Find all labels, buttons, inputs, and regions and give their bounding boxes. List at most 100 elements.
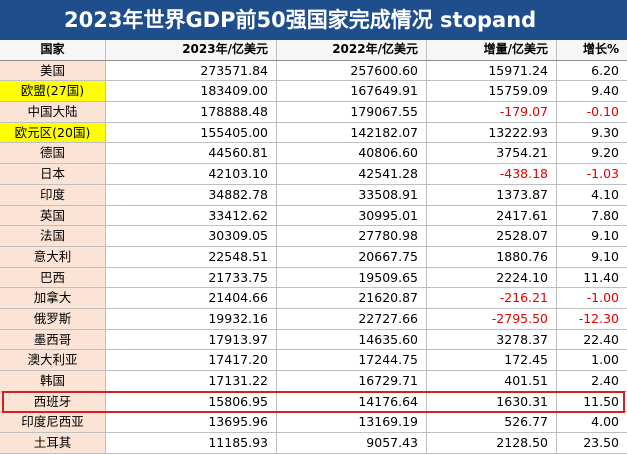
table-row: 澳大利亚 17417.20 17244.75 172.45 1.00 xyxy=(0,350,627,371)
table-row: 加拿大 21404.66 21620.87 -216.21 -1.00 xyxy=(0,288,627,309)
delta-cell: 2224.10 xyxy=(427,267,557,288)
country-cell: 澳大利亚 xyxy=(0,350,106,370)
growth-cell: -12.30 xyxy=(578,310,619,326)
gdp-2023-cell: 33412.62 xyxy=(106,205,277,226)
gdp-2022-cell: 42541.28 xyxy=(277,164,427,184)
header-2023: 2023年/亿美元 xyxy=(106,40,277,60)
delta-cell: 172.45 xyxy=(427,350,557,370)
gdp-2023-cell: 21404.66 xyxy=(106,288,277,308)
delta-cell: 1880.76 xyxy=(427,246,557,267)
country-cell: 俄罗斯 xyxy=(0,308,106,329)
delta-cell: -216.21 xyxy=(427,288,557,308)
gdp-2022-cell: 17244.75 xyxy=(277,350,427,370)
gdp-2023-cell: 17913.97 xyxy=(106,329,277,350)
gdp-2022-cell: 27780.98 xyxy=(277,226,427,246)
table-row: 西班牙 15806.95 14176.64 1630.31 11.50 xyxy=(0,391,627,413)
gdp-2022-cell: 40806.60 xyxy=(277,143,427,164)
gdp-2022-cell: 21620.87 xyxy=(277,288,427,308)
gdp-table: 国家 2023年/亿美元 2022年/亿美元 增量/亿美元 增长% 美国 2735… xyxy=(0,40,627,454)
gdp-2022-cell: 20667.75 xyxy=(277,246,427,267)
gdp-2022-cell: 13169.19 xyxy=(277,412,427,433)
delta-cell: 3278.37 xyxy=(427,329,557,350)
delta-cell: 2417.61 xyxy=(427,205,557,226)
gdp-2022-cell: 14635.60 xyxy=(277,329,427,350)
table-body: 美国 273571.84 257600.60 15971.24 6.20 欧盟(27国) 1… xyxy=(0,60,627,454)
country-cell: 英国 xyxy=(0,205,106,226)
gdp-2023-cell: 17131.22 xyxy=(106,371,277,391)
table-row: 印度 34882.78 33508.91 1373.87 4.10 xyxy=(0,184,627,206)
delta-cell: -438.18 xyxy=(427,164,557,184)
gdp-2023-cell: 21733.75 xyxy=(106,267,277,288)
gdp-2022-cell: 14176.64 xyxy=(277,391,427,412)
growth-cell: 4.00 xyxy=(591,414,619,430)
gdp-2022-cell: 30995.01 xyxy=(277,205,427,226)
country-cell: 韩国 xyxy=(0,371,106,391)
gdp-2023-cell: 15806.95 xyxy=(106,391,277,412)
country-cell: 土耳其 xyxy=(0,433,106,453)
page-title: 2023年世界GDP前50强国家完成情况 stopand xyxy=(0,0,627,40)
header-country: 国家 xyxy=(0,40,106,60)
country-cell: 德国 xyxy=(0,143,106,164)
growth-cell: 2.40 xyxy=(591,373,619,388)
country-cell: 日本 xyxy=(0,164,106,184)
gdp-2022-cell: 22727.66 xyxy=(277,308,427,329)
table-row: 墨西哥 17913.97 14635.60 3278.37 22.40 xyxy=(0,329,627,351)
gdp-2023-cell: 178888.48 xyxy=(106,102,277,122)
gdp-2023-cell: 30309.05 xyxy=(106,226,277,246)
table-row: 德国 44560.81 40806.60 3754.21 9.20 xyxy=(0,143,627,165)
growth-cell: -0.10 xyxy=(586,104,619,120)
growth-cell: 1.00 xyxy=(591,352,619,368)
delta-cell: 401.51 xyxy=(427,371,557,391)
growth-cell: 23.50 xyxy=(583,435,619,451)
gdp-2023-cell: 19932.16 xyxy=(106,308,277,329)
country-cell: 墨西哥 xyxy=(0,329,106,350)
gdp-2022-cell: 9057.43 xyxy=(277,433,427,453)
country-cell: 欧元区(20国) xyxy=(0,122,106,143)
country-cell: 加拿大 xyxy=(0,288,106,308)
gdp-2022-cell: 19509.65 xyxy=(277,267,427,288)
table-row: 欧盟(27国) 183409.00 167649.91 15759.09 9.40 xyxy=(0,81,627,103)
country-cell: 中国大陆 xyxy=(0,102,106,122)
table-row: 意大利 22548.51 20667.75 1880.76 9.10 xyxy=(0,246,627,268)
country-cell: 印度尼西亚 xyxy=(0,412,106,433)
delta-cell: 3754.21 xyxy=(427,143,557,164)
delta-cell: 13222.93 xyxy=(427,122,557,143)
table-row: 俄罗斯 19932.16 22727.66 -2795.50 -12.30 xyxy=(0,308,627,330)
gdp-2022-cell: 16729.71 xyxy=(277,371,427,391)
growth-cell: 9.10 xyxy=(591,228,619,244)
country-cell: 法国 xyxy=(0,226,106,246)
gdp-2022-cell: 257600.60 xyxy=(277,60,427,81)
country-cell: 欧盟(27国) xyxy=(0,81,106,102)
gdp-2023-cell: 22548.51 xyxy=(106,246,277,267)
delta-cell: 1373.87 xyxy=(427,184,557,205)
delta-cell: 15971.24 xyxy=(427,60,557,81)
growth-cell: 6.20 xyxy=(591,62,619,78)
growth-cell: -1.03 xyxy=(586,166,619,182)
gdp-2023-cell: 155405.00 xyxy=(106,122,277,143)
gdp-2022-cell: 33508.91 xyxy=(277,184,427,205)
gdp-2022-cell: 179067.55 xyxy=(277,102,427,122)
country-cell: 巴西 xyxy=(0,267,106,288)
growth-cell: 7.80 xyxy=(591,207,619,223)
table-header: 国家 2023年/亿美元 2022年/亿美元 增量/亿美元 增长% xyxy=(0,40,627,61)
gdp-2022-cell: 167649.91 xyxy=(277,81,427,102)
table-row: 欧元区(20国) 155405.00 142182.07 13222.93 9.30 xyxy=(0,122,627,144)
growth-cell: -1.00 xyxy=(586,290,619,306)
table-row: 日本 42103.10 42541.28 -438.18 -1.03 xyxy=(0,164,627,185)
growth-cell: 9.10 xyxy=(591,248,619,264)
gdp-2023-cell: 11185.93 xyxy=(106,433,277,453)
growth-cell: 22.40 xyxy=(583,331,619,347)
table-row: 巴西 21733.75 19509.65 2224.10 11.40 xyxy=(0,267,627,289)
country-cell: 意大利 xyxy=(0,246,106,267)
gdp-2023-cell: 44560.81 xyxy=(106,143,277,164)
gdp-2022-cell: 142182.07 xyxy=(277,122,427,143)
delta-cell: -2795.50 xyxy=(427,308,557,329)
delta-cell: 15759.09 xyxy=(427,81,557,102)
delta-cell: 526.77 xyxy=(427,412,557,433)
country-cell: 印度 xyxy=(0,184,106,205)
gdp-2023-cell: 273571.84 xyxy=(106,60,277,81)
table-row: 法国 30309.05 27780.98 2528.07 9.10 xyxy=(0,226,627,247)
gdp-2023-cell: 13695.96 xyxy=(106,412,277,433)
delta-cell: 2128.50 xyxy=(427,433,557,453)
table-row: 英国 33412.62 30995.01 2417.61 7.80 xyxy=(0,205,627,227)
